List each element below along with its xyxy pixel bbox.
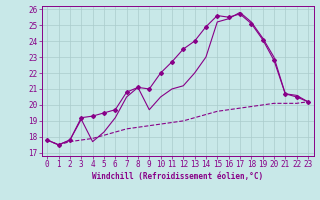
X-axis label: Windchill (Refroidissement éolien,°C): Windchill (Refroidissement éolien,°C) (92, 172, 263, 181)
